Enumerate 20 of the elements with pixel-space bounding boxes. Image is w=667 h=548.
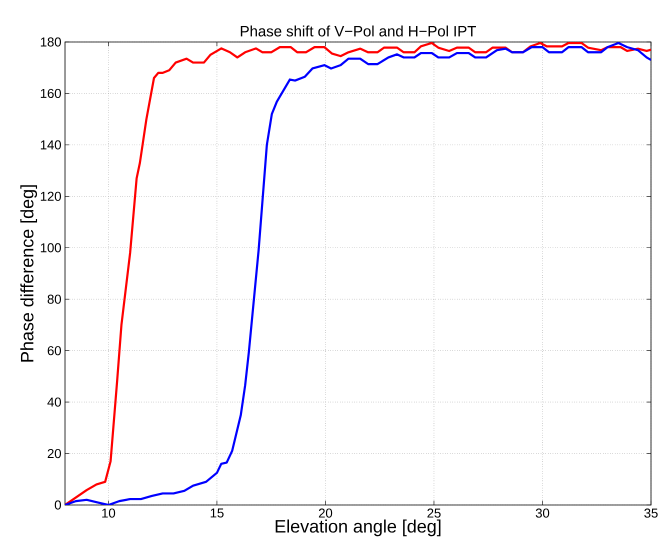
x-tick-label: 20 (318, 508, 332, 518)
y-tick-label: 180 (40, 37, 61, 47)
x-tick-label: 30 (536, 508, 550, 518)
y-axis-title: Phase difference [deg] (20, 185, 38, 362)
y-tick-label: 20 (48, 448, 61, 458)
x-tick-label: 25 (427, 508, 441, 518)
y-tick-label: 100 (40, 243, 61, 252)
x-axis-title: Elevation angle [deg] (276, 520, 440, 536)
y-tick-label: 140 (40, 140, 61, 150)
chart-title: Phase shift of V−Pol and H−Pol IPT (240, 26, 476, 36)
x-tick-label: 10 (102, 508, 116, 518)
y-tick-label: 120 (40, 192, 61, 201)
y-tick-label: 60 (48, 346, 61, 356)
y-tick-label: 0 (54, 500, 61, 510)
y-tick-label: 80 (48, 294, 61, 304)
y-tick-label: 40 (47, 398, 61, 407)
x-tick-label: 15 (210, 508, 224, 518)
x-tick-label: 35 (644, 508, 658, 518)
line-series (65, 42, 652, 505)
y-tick-label: 160 (40, 88, 61, 98)
